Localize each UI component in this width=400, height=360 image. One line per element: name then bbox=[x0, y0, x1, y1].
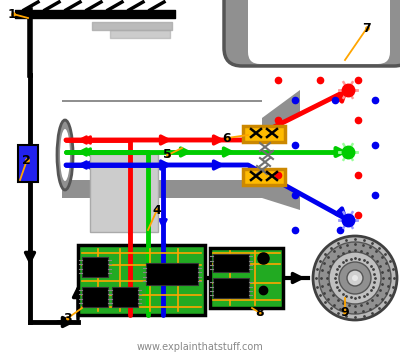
Text: 7: 7 bbox=[362, 22, 371, 35]
FancyBboxPatch shape bbox=[90, 154, 158, 232]
Text: 6: 6 bbox=[222, 131, 231, 144]
Text: 1: 1 bbox=[8, 8, 17, 21]
Circle shape bbox=[347, 270, 363, 286]
Circle shape bbox=[352, 275, 358, 281]
Text: 8: 8 bbox=[255, 306, 264, 320]
FancyBboxPatch shape bbox=[112, 287, 138, 307]
FancyBboxPatch shape bbox=[62, 102, 262, 146]
FancyBboxPatch shape bbox=[243, 169, 285, 185]
FancyBboxPatch shape bbox=[62, 100, 262, 118]
Text: 3: 3 bbox=[63, 311, 72, 324]
Polygon shape bbox=[262, 90, 300, 210]
Polygon shape bbox=[262, 112, 300, 192]
Text: 4: 4 bbox=[152, 203, 161, 216]
Circle shape bbox=[313, 236, 397, 320]
FancyBboxPatch shape bbox=[82, 287, 108, 307]
FancyBboxPatch shape bbox=[248, 0, 390, 64]
Circle shape bbox=[339, 262, 371, 294]
FancyBboxPatch shape bbox=[62, 180, 262, 198]
FancyBboxPatch shape bbox=[213, 278, 249, 298]
Ellipse shape bbox=[57, 120, 73, 190]
Text: 2: 2 bbox=[22, 153, 31, 166]
Circle shape bbox=[319, 242, 391, 314]
Text: 5: 5 bbox=[163, 148, 172, 162]
FancyBboxPatch shape bbox=[243, 126, 285, 142]
FancyBboxPatch shape bbox=[82, 257, 108, 277]
FancyBboxPatch shape bbox=[18, 145, 38, 182]
Circle shape bbox=[329, 252, 381, 304]
Text: www.explainthatstuff.com: www.explainthatstuff.com bbox=[137, 342, 263, 352]
Text: 9: 9 bbox=[340, 306, 349, 319]
Ellipse shape bbox=[60, 129, 70, 181]
FancyBboxPatch shape bbox=[224, 0, 400, 66]
FancyBboxPatch shape bbox=[146, 263, 198, 285]
FancyBboxPatch shape bbox=[210, 248, 283, 308]
FancyBboxPatch shape bbox=[213, 254, 249, 272]
FancyBboxPatch shape bbox=[78, 245, 205, 315]
